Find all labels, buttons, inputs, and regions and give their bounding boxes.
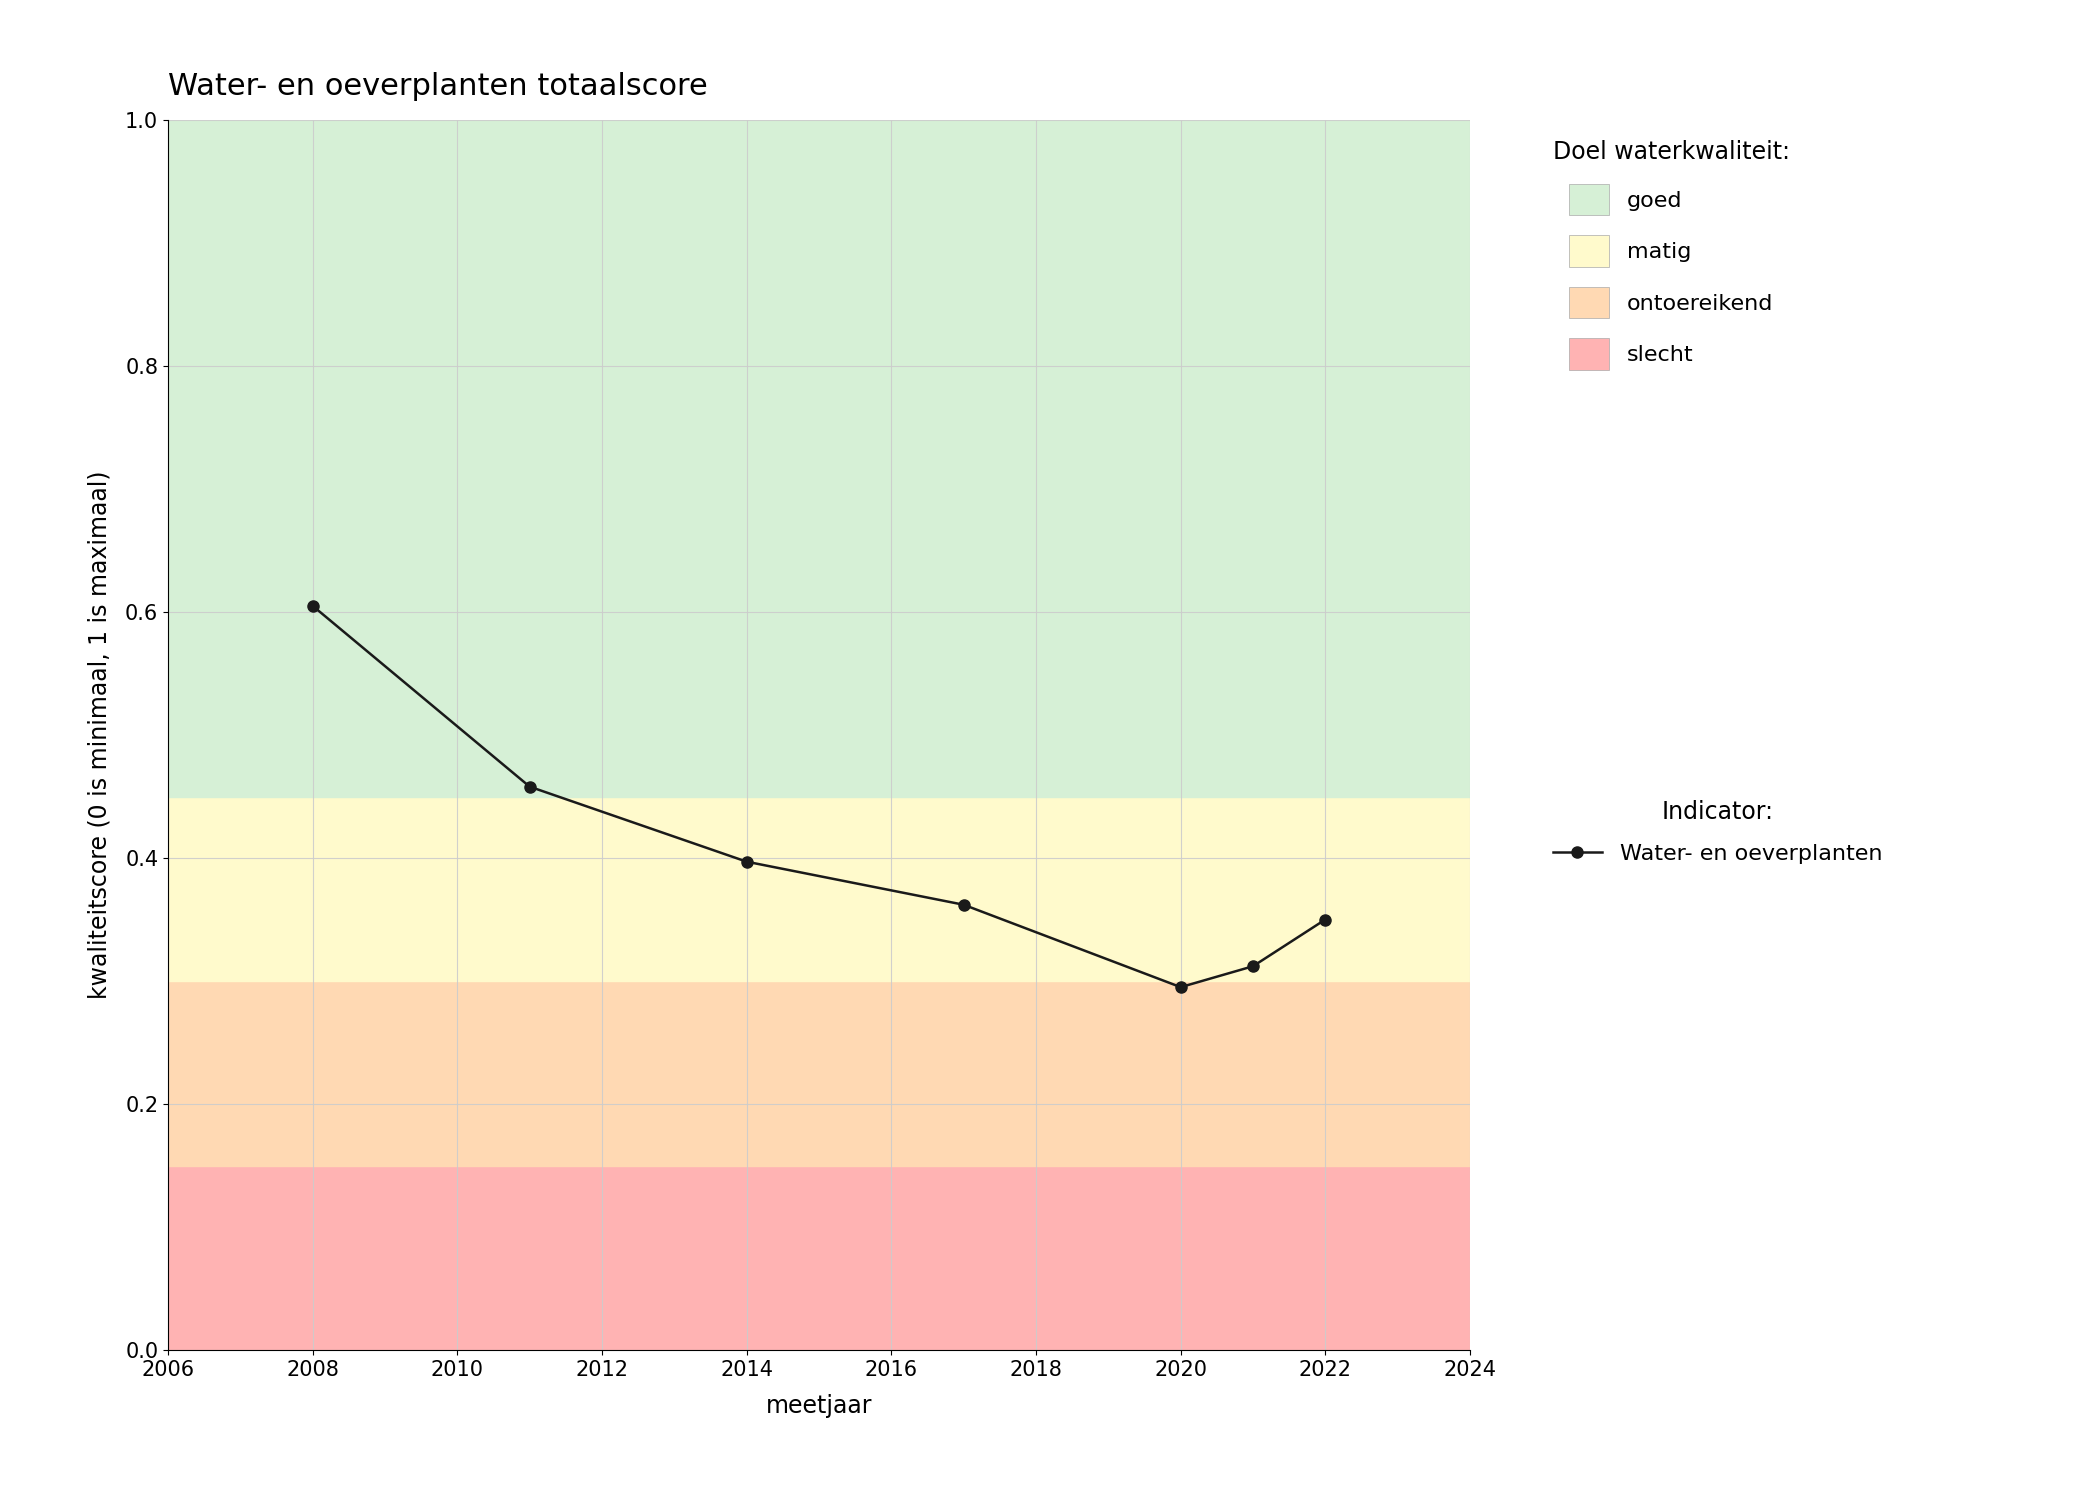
Bar [168,120,1470,796]
Bar [168,981,1470,1166]
Bar [168,796,1470,981]
Bar [168,1166,1470,1350]
Legend: goed, matig, ontoereikend, slecht: goed, matig, ontoereikend, slecht [1544,130,1800,378]
Y-axis label: kwaliteitscore (0 is minimaal, 1 is maximaal): kwaliteitscore (0 is minimaal, 1 is maxi… [86,471,111,999]
X-axis label: meetjaar: meetjaar [766,1394,872,1417]
Text: Water- en oeverplanten totaalscore: Water- en oeverplanten totaalscore [168,72,708,100]
Legend: Water- en oeverplanten: Water- en oeverplanten [1544,790,1892,873]
